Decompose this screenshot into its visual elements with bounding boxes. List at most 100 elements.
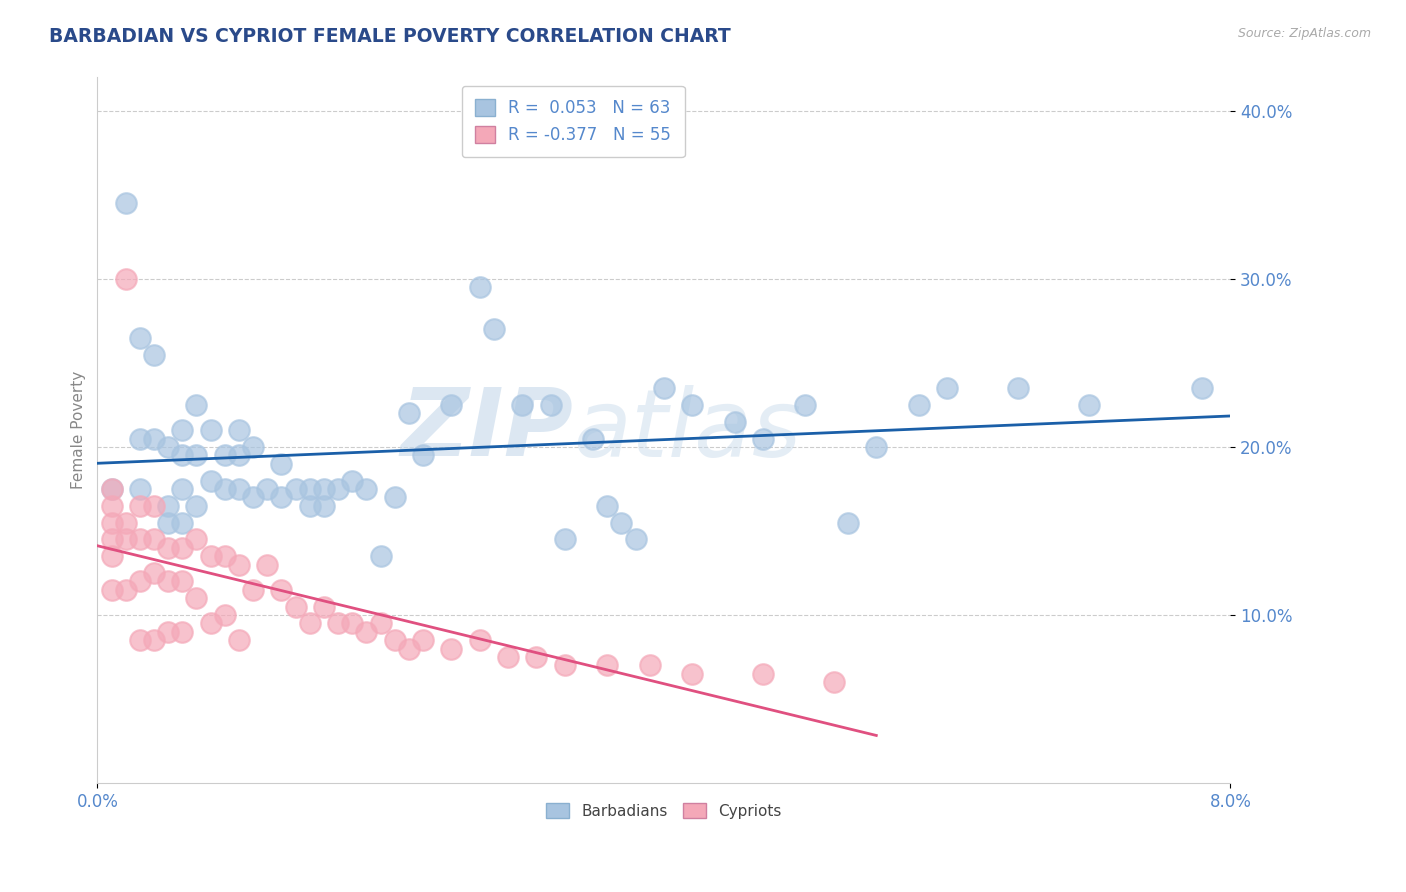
Point (298, 616, 321, 631)
Point (596, 499, 619, 513)
Point (186, 591, 208, 606)
Point (172, 482, 194, 496)
Point (554, 658, 576, 673)
Point (186, 499, 208, 513)
Point (412, 449, 434, 463)
Point (1007, 381, 1029, 395)
Point (510, 398, 533, 412)
Point (214, 449, 236, 463)
Point (242, 491, 264, 505)
Point (752, 666, 775, 681)
Point (398, 641, 420, 656)
Point (624, 533, 647, 547)
Text: Source: ZipAtlas.com: Source: ZipAtlas.com (1237, 27, 1371, 40)
Point (114, 196, 136, 211)
Point (186, 449, 208, 463)
Point (128, 574, 150, 589)
Point (468, 633, 491, 648)
Point (114, 272, 136, 286)
Point (100, 549, 122, 564)
Point (143, 499, 166, 513)
Point (143, 348, 166, 362)
Point (100, 533, 122, 547)
Point (200, 474, 222, 488)
Point (370, 616, 392, 631)
Point (270, 491, 292, 505)
Point (298, 499, 321, 513)
Point (114, 533, 136, 547)
Point (681, 666, 703, 681)
Point (384, 491, 406, 505)
Point (326, 482, 349, 496)
Point (370, 549, 392, 564)
Point (128, 482, 150, 496)
Point (186, 398, 208, 412)
Point (172, 423, 194, 437)
Point (496, 650, 519, 665)
Point (681, 398, 703, 412)
Point (440, 641, 463, 656)
Point (157, 499, 180, 513)
Point (114, 582, 136, 597)
Point (172, 449, 194, 463)
Point (865, 440, 887, 454)
Point (312, 499, 335, 513)
Point (228, 482, 250, 496)
Point (128, 633, 150, 648)
Point (172, 574, 194, 589)
Point (468, 280, 491, 294)
Point (200, 549, 222, 564)
Point (172, 516, 194, 530)
Point (143, 566, 166, 580)
Point (186, 533, 208, 547)
Point (342, 616, 364, 631)
Point (298, 482, 321, 496)
Point (228, 558, 250, 572)
Point (554, 533, 576, 547)
Point (582, 432, 605, 446)
Point (143, 533, 166, 547)
Point (157, 574, 180, 589)
Point (143, 432, 166, 446)
Point (200, 423, 222, 437)
Point (1191, 381, 1213, 395)
Point (398, 406, 420, 420)
Point (270, 582, 292, 597)
Point (100, 482, 122, 496)
Point (242, 582, 264, 597)
Point (172, 624, 194, 639)
Point (143, 633, 166, 648)
Point (214, 608, 236, 623)
Point (356, 482, 378, 496)
Point (157, 516, 180, 530)
Point (200, 616, 222, 631)
Point (214, 482, 236, 496)
Point (284, 599, 307, 614)
Point (342, 474, 364, 488)
Point (652, 381, 675, 395)
Point (794, 398, 817, 412)
Point (270, 457, 292, 471)
Point (214, 549, 236, 564)
Point (114, 516, 136, 530)
Point (1077, 398, 1099, 412)
Point (596, 658, 619, 673)
Point (100, 516, 122, 530)
Point (157, 624, 180, 639)
Point (752, 432, 775, 446)
Point (242, 440, 264, 454)
Point (172, 541, 194, 555)
Point (256, 482, 278, 496)
Text: BARBADIAN VS CYPRIOT FEMALE POVERTY CORRELATION CHART: BARBADIAN VS CYPRIOT FEMALE POVERTY CORR… (49, 27, 731, 45)
Point (724, 415, 747, 429)
Text: ZIP: ZIP (401, 384, 574, 476)
Y-axis label: Female Poverty: Female Poverty (72, 371, 86, 490)
Point (228, 423, 250, 437)
Point (284, 482, 307, 496)
Text: atlas: atlas (574, 384, 801, 475)
Point (823, 675, 845, 690)
Point (100, 499, 122, 513)
Point (384, 633, 406, 648)
Point (128, 432, 150, 446)
Point (228, 449, 250, 463)
